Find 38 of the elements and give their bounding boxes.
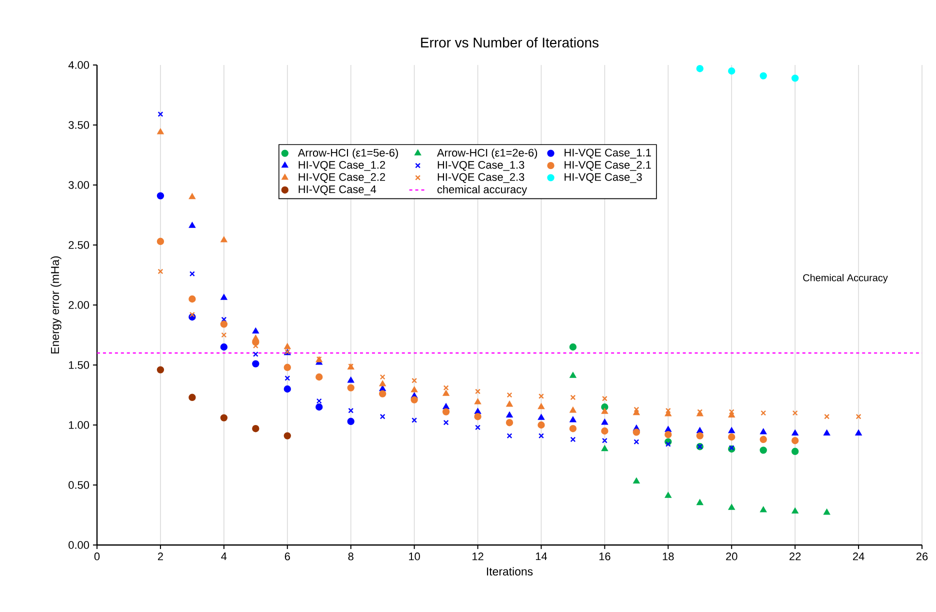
x-tick-label: 26 (916, 552, 928, 560)
legend-label: HI-VQE Case_4 (298, 185, 376, 196)
x-tick-label: 8 (348, 552, 354, 560)
x-tick-label: 16 (599, 552, 610, 560)
x-tick-label: 4 (221, 552, 227, 560)
y-tick-label: 0.00 (68, 541, 90, 549)
legend-label: HI-VQE Case_2.3 (438, 173, 524, 183)
y-tick-label: 0.50 (68, 481, 90, 489)
y-tick-label: 1.50 (68, 361, 90, 369)
chart-title: Error vs Number of Iterations (421, 37, 599, 48)
x-tick-label: 24 (853, 552, 864, 560)
y-axis-title: Energy error (mHa) (50, 256, 62, 354)
legend-label: chemical accuracy (437, 185, 528, 196)
x-tick-label: 20 (726, 552, 738, 560)
y-tick-label: 3.50 (68, 121, 90, 129)
x-tick-label: 2 (158, 552, 163, 560)
legend-label: HI-VQE Case_2.1 (564, 161, 651, 171)
y-tick-label: 2.00 (68, 301, 90, 309)
x-tick-label: 18 (662, 552, 674, 560)
y-tick-label: 1.00 (68, 421, 90, 429)
x-tick-label: 12 (472, 552, 484, 560)
x-tick-label: 22 (790, 552, 801, 560)
x-axis-title: Iterations (487, 567, 533, 576)
annotation: Chemical Accuracy (803, 274, 888, 284)
legend-label: HI-VQE Case_1.1 (564, 148, 651, 159)
legend-label: HI-VQE Case_3 (564, 173, 642, 183)
legend-label: Arrow-HCI (ε1=5e-6) (298, 148, 398, 159)
y-tick-label: 2.50 (68, 241, 90, 249)
y-tick-label: 4.00 (68, 61, 90, 69)
x-tick-label: 6 (284, 552, 290, 560)
legend-label: Arrow-HCI (ε1=2e-6) (436, 148, 538, 159)
x-tick-label: 10 (409, 552, 420, 560)
y-tick-label: 3.00 (68, 181, 90, 189)
x-tick-label: 14 (536, 552, 547, 560)
legend-label: HI-VQE Case_1.3 (438, 161, 524, 171)
legend-label: HI-VQE Case_1.2 (298, 161, 386, 171)
x-tick-label: 0 (94, 552, 100, 560)
legend-label: HI-VQE Case_2.2 (298, 173, 386, 183)
